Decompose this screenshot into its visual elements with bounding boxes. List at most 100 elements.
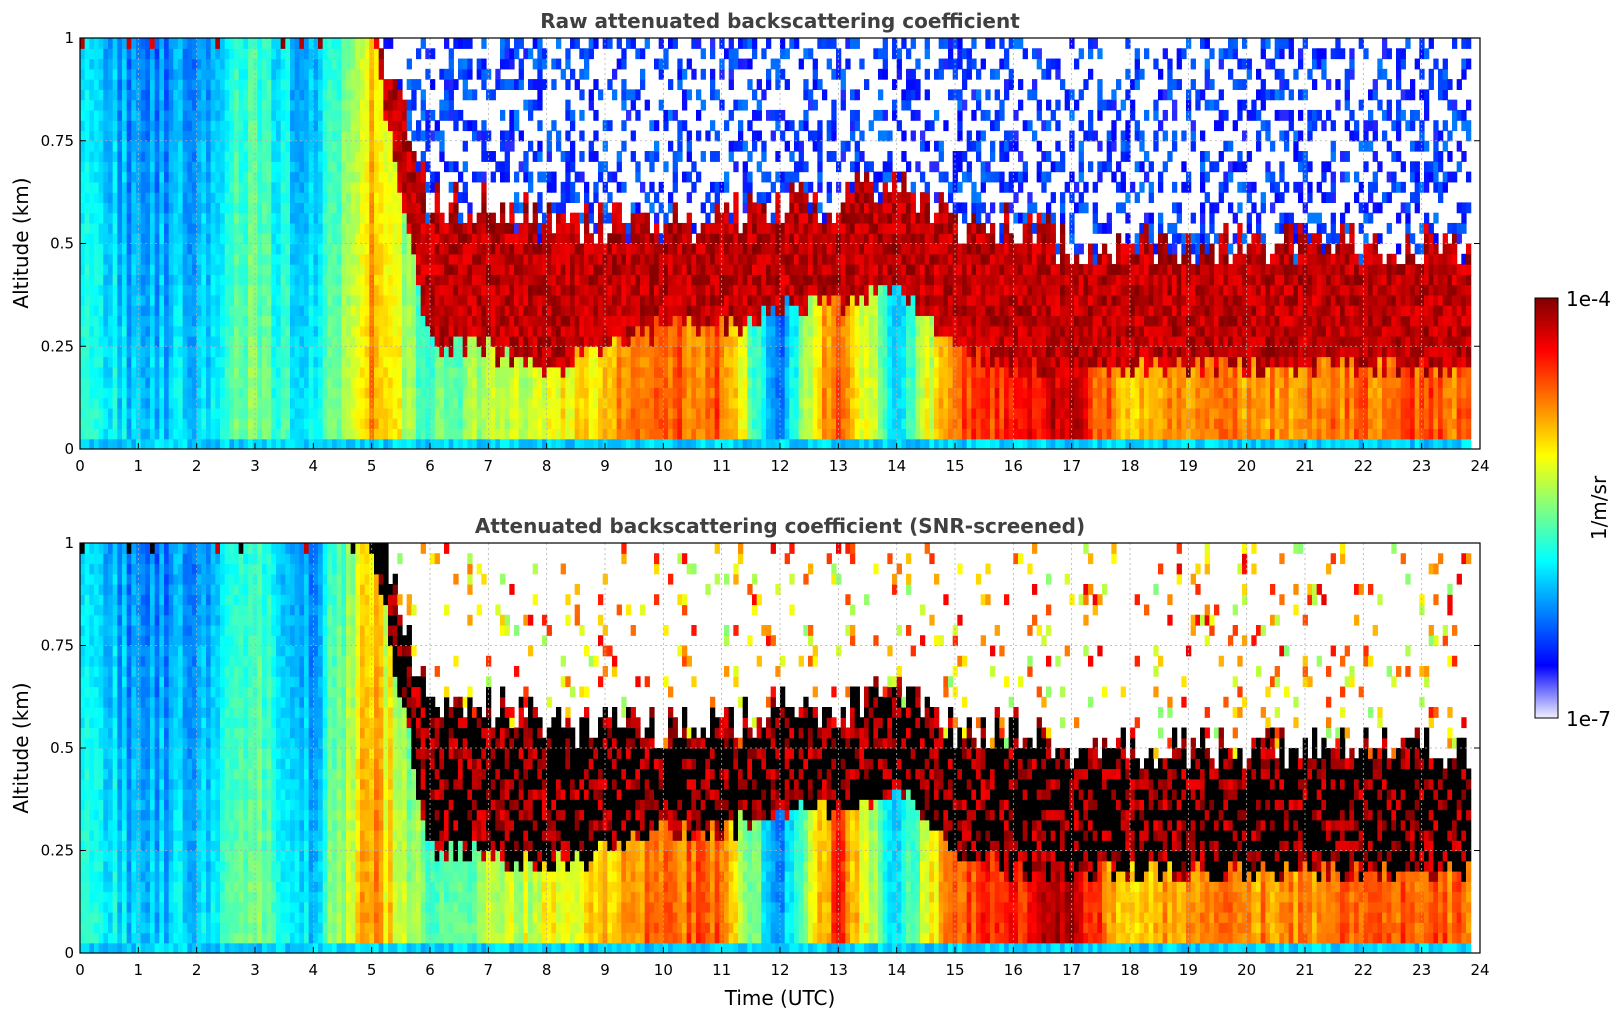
heatmap-cell bbox=[187, 202, 193, 214]
heatmap-cell bbox=[136, 120, 142, 132]
heatmap-cell bbox=[677, 387, 683, 399]
heatmap-cell bbox=[238, 428, 244, 440]
heatmap-cell bbox=[481, 397, 487, 409]
heatmap-cell bbox=[579, 325, 585, 337]
heatmap-cell bbox=[266, 79, 272, 90]
heatmap-cell bbox=[140, 222, 146, 234]
heatmap-cell bbox=[738, 120, 744, 132]
heatmap-cell bbox=[523, 315, 529, 327]
heatmap-cell bbox=[635, 233, 641, 245]
heatmap-cell bbox=[336, 264, 342, 275]
heatmap-cell bbox=[355, 120, 361, 132]
heatmap-cell bbox=[187, 48, 193, 60]
heatmap-cell bbox=[444, 325, 450, 337]
heatmap-cell bbox=[290, 356, 296, 368]
heatmap-cell bbox=[164, 233, 170, 245]
heatmap-cell bbox=[243, 181, 249, 193]
heatmap-cell bbox=[607, 315, 613, 327]
heatmap-cell bbox=[537, 346, 543, 358]
heatmap-cell bbox=[556, 387, 562, 399]
heatmap-cell bbox=[392, 120, 398, 132]
heatmap-cell bbox=[383, 397, 389, 409]
heatmap-cell bbox=[635, 253, 641, 265]
heatmap-cell bbox=[635, 222, 641, 234]
heatmap-cell bbox=[402, 274, 408, 286]
heatmap-cell bbox=[150, 202, 156, 214]
heatmap-cell bbox=[514, 38, 520, 49]
heatmap-cell bbox=[154, 438, 160, 449]
heatmap-cell bbox=[542, 366, 548, 378]
heatmap-cell bbox=[140, 58, 146, 70]
heatmap-cell bbox=[509, 222, 515, 234]
heatmap-cell bbox=[271, 192, 277, 204]
heatmap-cell bbox=[182, 130, 188, 142]
heatmap-cell bbox=[602, 356, 608, 368]
heatmap-cell bbox=[150, 89, 156, 101]
heatmap-cell bbox=[411, 181, 417, 193]
heatmap-cell bbox=[238, 377, 244, 388]
heatmap-cell bbox=[159, 366, 165, 378]
heatmap-cell bbox=[420, 428, 426, 440]
heatmap-cell bbox=[383, 315, 389, 327]
heatmap-cell bbox=[588, 99, 594, 111]
heatmap-cell bbox=[752, 387, 758, 399]
heatmap-cell bbox=[756, 212, 762, 224]
heatmap-cell bbox=[383, 325, 389, 337]
heatmap-cell bbox=[705, 274, 711, 286]
heatmap-cell bbox=[677, 264, 683, 275]
heatmap-cell bbox=[322, 418, 328, 430]
heatmap-cell bbox=[551, 233, 557, 245]
heatmap-cell bbox=[280, 346, 286, 358]
heatmap-cell bbox=[122, 68, 128, 80]
heatmap-cell bbox=[94, 68, 100, 80]
heatmap-cell bbox=[276, 161, 282, 173]
heatmap-cell bbox=[294, 89, 300, 101]
heatmap-cell bbox=[663, 48, 669, 60]
heatmap-cell bbox=[89, 294, 95, 306]
heatmap-cell bbox=[313, 48, 319, 60]
heatmap-cell bbox=[248, 202, 254, 214]
heatmap-cell bbox=[140, 140, 146, 152]
heatmap-cell bbox=[696, 284, 702, 296]
heatmap-cell bbox=[546, 171, 552, 183]
heatmap-cell bbox=[546, 140, 552, 152]
heatmap-cell bbox=[206, 38, 212, 49]
heatmap-cell bbox=[159, 68, 165, 80]
heatmap-cell bbox=[173, 89, 179, 101]
heatmap-cell bbox=[495, 305, 501, 317]
heatmap-cell bbox=[103, 120, 109, 132]
heatmap-cell bbox=[728, 294, 734, 306]
heatmap-cell bbox=[140, 192, 146, 204]
heatmap-cell bbox=[285, 171, 291, 183]
heatmap-cell bbox=[355, 387, 361, 399]
heatmap-cell bbox=[336, 387, 342, 399]
heatmap-cell bbox=[728, 325, 734, 337]
heatmap-cell bbox=[756, 294, 762, 306]
heatmap-cell bbox=[252, 99, 258, 111]
heatmap-cell bbox=[327, 315, 333, 327]
heatmap-cell bbox=[140, 120, 146, 132]
heatmap-cell bbox=[565, 428, 571, 440]
heatmap-cell bbox=[420, 192, 426, 204]
heatmap-cell bbox=[635, 284, 641, 296]
heatmap-cell bbox=[714, 418, 720, 430]
heatmap-cell bbox=[612, 407, 618, 419]
heatmap-cell bbox=[738, 305, 744, 317]
heatmap-cell bbox=[145, 171, 151, 183]
heatmap-cell bbox=[654, 366, 660, 378]
heatmap-cell bbox=[350, 305, 356, 317]
heatmap-cell bbox=[299, 438, 305, 449]
heatmap-cell bbox=[672, 233, 678, 245]
heatmap-cell bbox=[700, 253, 706, 265]
heatmap-cell bbox=[224, 253, 230, 265]
heatmap-cell bbox=[117, 294, 123, 306]
heatmap-cell bbox=[201, 315, 207, 327]
heatmap-cell bbox=[103, 253, 109, 265]
heatmap-cell bbox=[327, 243, 333, 255]
heatmap-cell bbox=[532, 233, 538, 245]
heatmap-cell bbox=[500, 397, 506, 409]
heatmap-cell bbox=[154, 79, 160, 90]
heatmap-cell bbox=[145, 264, 151, 275]
heatmap-cell bbox=[154, 109, 160, 121]
heatmap-cell bbox=[444, 377, 450, 388]
